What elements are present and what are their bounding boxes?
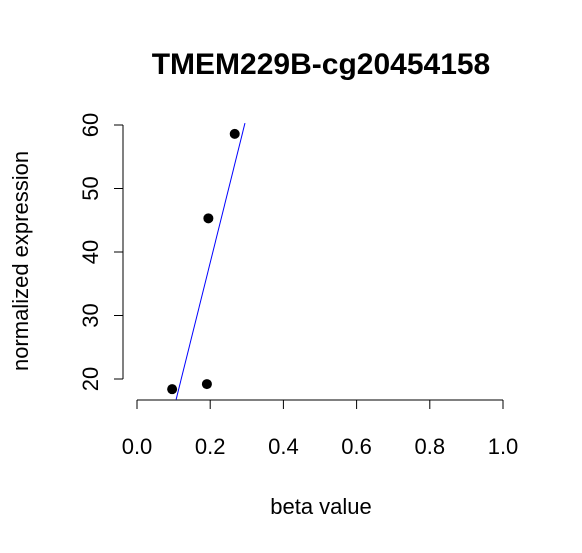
x-tick-label: 0.8 [415,434,446,459]
x-tick-label: 0.6 [341,434,372,459]
x-axis: 0.0 0.2 0.4 0.6 0.8 1.0 [122,399,519,459]
y-tick-label: 40 [78,240,103,264]
y-tick-label: 20 [78,367,103,391]
regression-line [175,122,246,400]
x-tick-label: 0.0 [122,434,153,459]
data-point [167,384,178,395]
plot-area [167,122,246,400]
x-tick-label: 0.4 [268,434,299,459]
x-tick-label: 0.2 [195,434,226,459]
y-axis: 20 30 40 50 60 [78,113,124,391]
data-point [201,379,212,390]
data-point [229,128,240,139]
x-axis-label: beta value [270,494,372,519]
chart-title: TMEM229B-cg20454158 [152,48,491,81]
y-axis-label: normalized expression [8,151,33,371]
y-tick-label: 30 [78,303,103,327]
y-tick-label: 50 [78,176,103,200]
data-point [203,213,214,224]
x-tick-label: 1.0 [488,434,519,459]
y-tick-label: 60 [78,113,103,137]
